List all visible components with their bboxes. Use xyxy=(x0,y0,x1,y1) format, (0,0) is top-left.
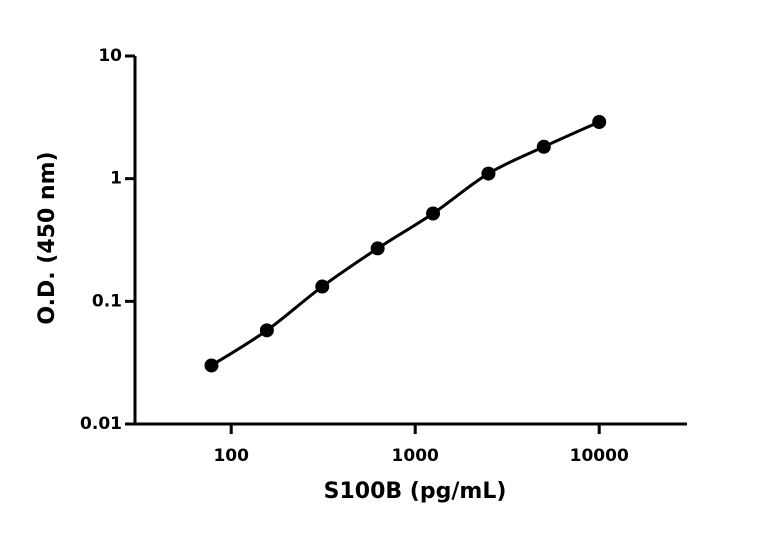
y-tick-label: 0.1 xyxy=(92,291,122,311)
data-point xyxy=(315,279,330,294)
data-point xyxy=(426,206,441,221)
y-tick-label: 10 xyxy=(98,46,122,66)
data-point xyxy=(259,323,274,338)
data-point xyxy=(536,139,551,154)
x-tick-label: 10000 xyxy=(570,446,629,466)
data-point xyxy=(481,166,496,181)
data-point xyxy=(592,114,607,129)
y-axis-label: O.D. (450 nm) xyxy=(35,151,60,324)
data-point xyxy=(370,241,385,256)
y-tick-label: 0.01 xyxy=(80,414,122,434)
data-point xyxy=(204,358,219,373)
x-tick-label: 1000 xyxy=(392,446,439,466)
x-axis-label: S100B (pg/mL) xyxy=(324,479,507,504)
x-tick-label: 100 xyxy=(213,446,249,466)
y-tick-label: 1 xyxy=(110,169,122,189)
